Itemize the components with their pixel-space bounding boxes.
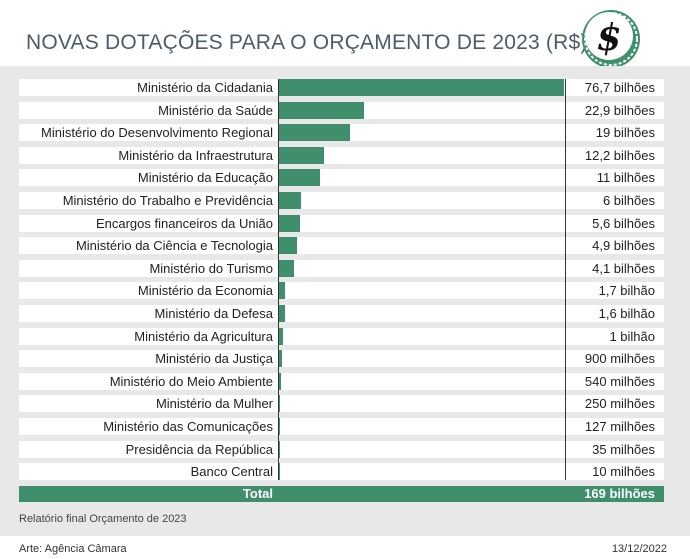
bar-value-label: 4,9 bilhões <box>592 238 655 253</box>
table-row <box>19 215 664 232</box>
bar-label: Ministério da Agricultura <box>134 329 273 344</box>
bar <box>279 237 298 254</box>
bar-label: Ministério da Cidadania <box>137 80 273 95</box>
bar-label: Ministério da Infraestrutura <box>118 148 273 163</box>
bar-value-label: 19 bilhões <box>595 125 655 140</box>
table-row <box>19 395 664 412</box>
bar-label: Ministério do Desenvolvimento Regional <box>41 125 273 140</box>
bar-label: Ministério da Saúde <box>158 103 273 118</box>
bar <box>279 169 320 186</box>
bar <box>279 260 295 277</box>
bar <box>279 102 365 119</box>
table-row <box>19 328 664 345</box>
bar <box>279 282 286 299</box>
bar <box>279 373 281 390</box>
bar-label: Encargos financeiros da União <box>95 216 273 231</box>
bar-label: Banco Central <box>190 464 273 479</box>
bar <box>279 79 564 96</box>
bar <box>279 463 280 480</box>
bar <box>279 215 300 232</box>
bar-value-label: 4,1 bilhões <box>592 261 655 276</box>
bar-label: Ministério do Meio Ambiente <box>109 374 273 389</box>
bar-label: Presidência da República <box>125 442 273 457</box>
bar-value-label: 22,9 bilhões <box>584 103 655 118</box>
total-label: Total <box>242 486 273 501</box>
bar-value-label: 1 bilhão <box>609 329 655 344</box>
svg-text:$: $ <box>596 17 621 59</box>
bar-label: Ministério da Justiça <box>155 351 273 366</box>
bar <box>279 305 285 322</box>
table-row <box>19 463 664 480</box>
bar-value-label: 250 milhões <box>584 396 655 411</box>
dollar-coin-icon: $ <box>582 10 640 68</box>
bar-value-label: 1,7 bilhão <box>598 283 655 298</box>
table-row <box>19 441 664 458</box>
axis-line <box>278 79 279 480</box>
bar-value-label: 5,6 bilhões <box>592 216 655 231</box>
chart-title: NOVAS DOTAÇÕES PARA O ORÇAMENTO DE 2023 … <box>26 31 588 54</box>
total-value: 169 bilhões <box>584 486 655 501</box>
bar-value-label: 10 milhões <box>592 464 655 479</box>
bar-label: Ministério das Comunicações <box>103 419 273 434</box>
bar-label: Ministério da Defesa <box>154 306 274 321</box>
bar <box>279 328 283 345</box>
bar-label: Ministério da Economia <box>137 283 273 298</box>
bar-label: Ministério do Turismo <box>149 261 273 276</box>
bar <box>279 418 280 435</box>
table-row <box>19 237 664 254</box>
table-row <box>19 147 664 164</box>
bar-value-label: 540 milhões <box>584 374 655 389</box>
bar-label: Ministério da Mulher <box>155 396 273 411</box>
bar-value-label: 12,2 bilhões <box>584 148 655 163</box>
bar <box>279 441 280 458</box>
bar <box>279 350 283 367</box>
bar-value-label: 6 bilhões <box>602 193 655 208</box>
bar <box>279 395 280 412</box>
bar-value-label: 35 milhões <box>592 442 655 457</box>
bar-label: Ministério da Educação <box>137 170 273 185</box>
bar-value-label: 1,6 bilhão <box>598 306 655 321</box>
bar-value-label: 11 bilhões <box>596 170 655 185</box>
bar-value-label: 127 milhões <box>584 419 655 434</box>
table-row <box>19 305 664 322</box>
bar-value-label: 900 milhões <box>584 351 655 366</box>
table-row <box>19 350 664 367</box>
footer-credit: Arte: Agência Câmara <box>19 543 127 555</box>
value-column-divider <box>565 79 566 480</box>
table-row <box>19 418 664 435</box>
table-row <box>19 169 664 186</box>
table-row <box>19 192 664 209</box>
bar <box>279 147 325 164</box>
bar-label: Ministério do Trabalho e Previdência <box>62 193 273 208</box>
chart-source: Relatório final Orçamento de 2023 <box>19 513 187 525</box>
bar <box>279 124 350 141</box>
total-row <box>19 486 664 502</box>
table-row <box>19 373 664 390</box>
table-row <box>19 260 664 277</box>
table-row <box>19 282 664 299</box>
bar-value-label: 76,7 bilhões <box>584 80 655 95</box>
bar <box>279 192 302 209</box>
bar-label: Ministério da Ciência e Tecnologia <box>75 238 273 253</box>
footer-date: 13/12/2022 <box>611 543 667 555</box>
